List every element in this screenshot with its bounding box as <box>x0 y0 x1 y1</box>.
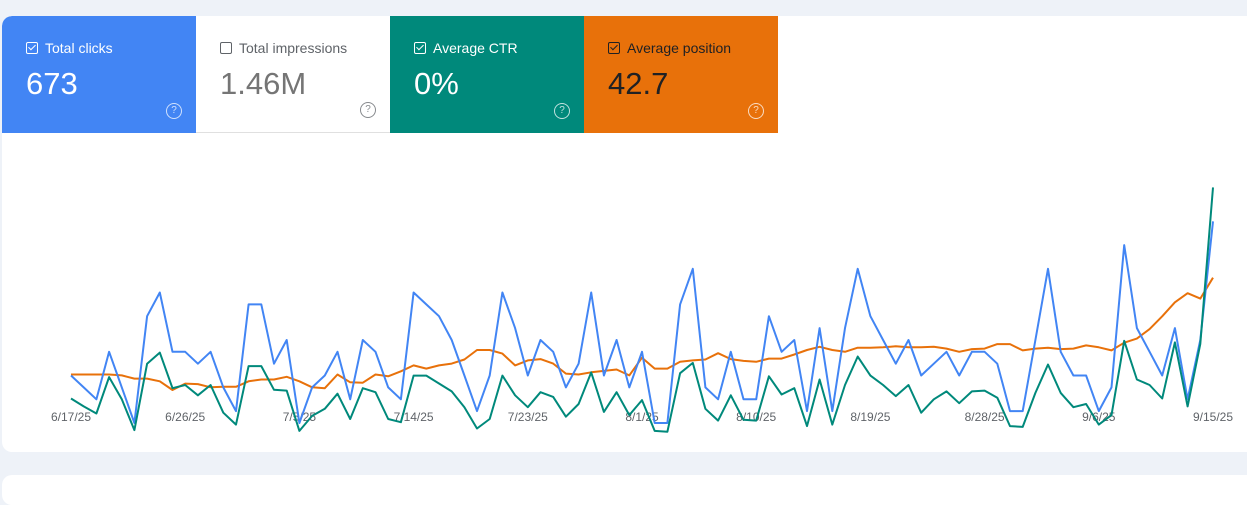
x-tick-label: 9/6/25 <box>1082 410 1116 424</box>
metric-value: 673 <box>26 66 78 101</box>
metric-value: 1.46M <box>220 66 307 101</box>
series-lines <box>70 187 1214 433</box>
help-icon[interactable]: ? <box>360 102 376 118</box>
help-icon[interactable]: ? <box>554 103 570 119</box>
metric-tile-average-position[interactable]: Average position 42.7 ? <box>584 16 778 133</box>
metric-value: 42.7 <box>608 66 669 101</box>
help-icon[interactable]: ? <box>166 103 182 119</box>
metric-value: 0% <box>414 66 459 101</box>
metric-label: Average position <box>627 40 732 56</box>
performance-card: Total clicks 673 ? Total impressions 1.4… <box>2 16 1247 452</box>
performance-chart[interactable]: 6/17/25 6/26/25 7/5/25 7/14/25 7/23/25 8/1/25… <box>0 0 1247 481</box>
series-line-average-ctr[interactable] <box>70 187 1214 433</box>
x-tick-label: 8/19/25 <box>850 410 890 424</box>
checkbox-checked-icon[interactable] <box>608 42 620 54</box>
metric-tiles: Total clicks 673 ? Total impressions 1.4… <box>2 16 778 133</box>
series-line-total-clicks[interactable] <box>70 221 1214 424</box>
x-tick-label: 7/23/25 <box>508 410 548 424</box>
metric-label: Average CTR <box>433 40 518 56</box>
x-tick-label: 9/15/25 <box>1193 410 1233 424</box>
series-line-average-position[interactable] <box>71 277 1214 391</box>
checkbox-unchecked-icon[interactable] <box>220 42 232 54</box>
metric-label: Total clicks <box>45 40 113 56</box>
metric-tile-total-clicks[interactable]: Total clicks 673 ? <box>2 16 196 133</box>
help-icon[interactable]: ? <box>748 103 764 119</box>
x-tick-label: 6/17/25 <box>51 410 91 424</box>
metric-tile-average-ctr[interactable]: Average CTR 0% ? <box>390 16 584 133</box>
checkbox-checked-icon[interactable] <box>26 42 38 54</box>
x-tick-label: 8/28/25 <box>965 410 1005 424</box>
metric-label: Total impressions <box>239 40 348 56</box>
x-tick-label: 6/26/25 <box>165 410 205 424</box>
metric-tile-total-impressions[interactable]: Total impressions 1.46M ? <box>196 16 390 133</box>
checkbox-checked-icon[interactable] <box>414 42 426 54</box>
